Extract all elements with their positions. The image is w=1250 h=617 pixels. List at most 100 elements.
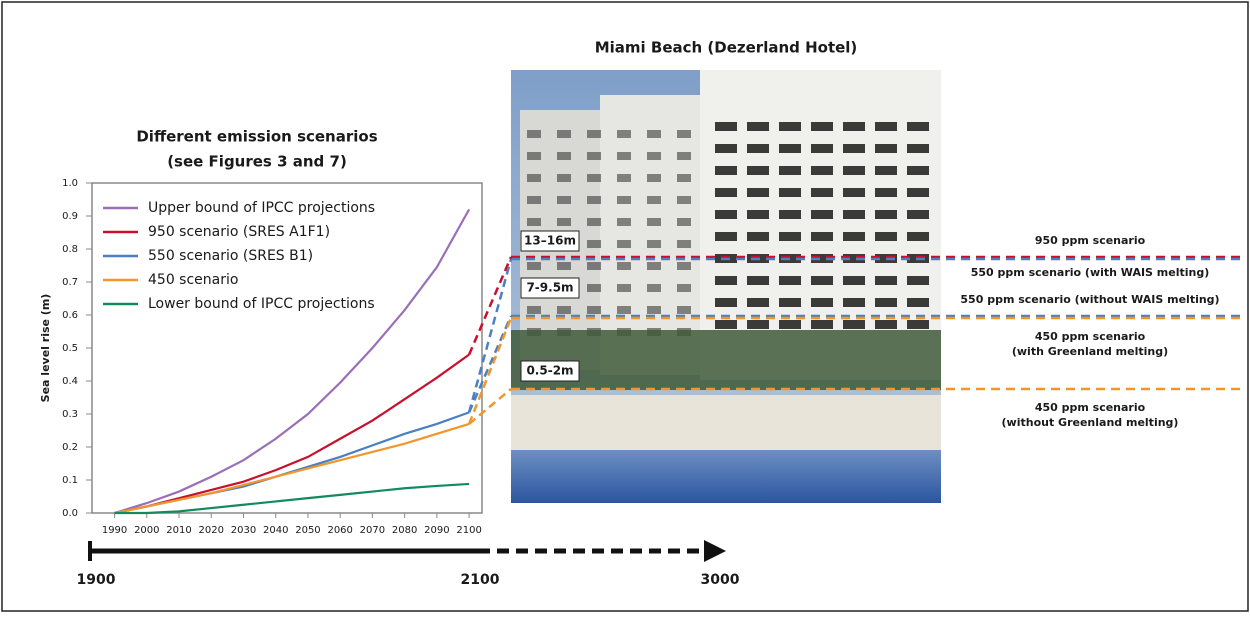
- window: [617, 152, 631, 160]
- window: [587, 152, 601, 160]
- scenario-lines: [511, 255, 1240, 391]
- window: [843, 210, 865, 219]
- window: [527, 306, 541, 314]
- timeline-label: 3000: [701, 572, 740, 588]
- window: [587, 218, 601, 226]
- y-tick-label: 0.3: [62, 409, 78, 420]
- scenario-label: (without Greenland melting): [1002, 416, 1179, 429]
- window: [647, 152, 661, 160]
- window: [677, 130, 691, 138]
- window: [677, 174, 691, 182]
- window: [907, 298, 929, 307]
- window: [715, 320, 737, 329]
- window: [811, 276, 833, 285]
- window: [875, 210, 897, 219]
- window: [617, 218, 631, 226]
- scenario-label: 450 ppm scenario: [1035, 401, 1146, 414]
- window: [677, 284, 691, 292]
- window: [811, 298, 833, 307]
- legend-label: 450 scenario: [148, 272, 238, 288]
- window: [907, 210, 929, 219]
- window: [779, 188, 801, 197]
- y-tick-label: 0.4: [62, 376, 78, 387]
- level-label: 0.5-2m: [526, 364, 573, 378]
- window: [647, 218, 661, 226]
- window: [527, 218, 541, 226]
- window: [779, 320, 801, 329]
- window: [875, 320, 897, 329]
- x-tick-label: 2000: [134, 525, 159, 536]
- window: [811, 210, 833, 219]
- window: [747, 144, 769, 153]
- window: [715, 298, 737, 307]
- connector: [467, 258, 513, 413]
- window: [647, 130, 661, 138]
- window: [779, 210, 801, 219]
- scenario-label: 450 ppm scenario: [1035, 330, 1146, 343]
- window: [527, 174, 541, 182]
- window: [779, 232, 801, 241]
- window: [811, 188, 833, 197]
- window: [647, 174, 661, 182]
- legend-label: Upper bound of IPCC projections: [148, 200, 375, 216]
- window: [875, 232, 897, 241]
- x-tick-label: 2020: [199, 525, 224, 536]
- window: [715, 276, 737, 285]
- y-tick-label: 0.1: [62, 475, 78, 486]
- window: [715, 232, 737, 241]
- window: [715, 166, 737, 175]
- window: [875, 122, 897, 131]
- window: [843, 188, 865, 197]
- window: [747, 166, 769, 175]
- window: [647, 196, 661, 204]
- window: [779, 298, 801, 307]
- window: [557, 152, 571, 160]
- window: [843, 298, 865, 307]
- level-labels: [520, 230, 580, 382]
- window: [677, 152, 691, 160]
- connector: [467, 317, 513, 425]
- window: [617, 240, 631, 248]
- x-tick-label: 2010: [166, 525, 191, 536]
- x-tick-label: 2040: [263, 525, 288, 536]
- window: [617, 262, 631, 270]
- x-tick-label: 2100: [456, 525, 481, 536]
- window: [617, 196, 631, 204]
- x-tick-label: 2080: [392, 525, 417, 536]
- timeline-label: 2100: [461, 572, 500, 588]
- window: [587, 130, 601, 138]
- series-line: [114, 353, 470, 515]
- connector: [467, 315, 513, 413]
- window: [747, 232, 769, 241]
- window: [677, 262, 691, 270]
- window: [587, 262, 601, 270]
- level-label: 13–16m: [524, 234, 576, 248]
- window: [811, 232, 833, 241]
- chart-title: Different emission scenarios: [136, 128, 377, 146]
- window: [617, 284, 631, 292]
- window: [527, 152, 541, 160]
- window: [677, 240, 691, 248]
- window: [587, 240, 601, 248]
- window: [843, 166, 865, 175]
- window: [843, 254, 865, 263]
- window: [747, 210, 769, 219]
- y-tick-label: 0.5: [62, 343, 78, 354]
- window: [617, 306, 631, 314]
- window: [715, 122, 737, 131]
- window: [907, 144, 929, 153]
- window: [907, 276, 929, 285]
- series-line: [114, 208, 471, 515]
- chart-subtitle: (see Figures 3 and 7): [167, 153, 347, 171]
- series-line: [114, 422, 470, 515]
- window: [587, 196, 601, 204]
- y-tick-label: 0.6: [62, 310, 78, 321]
- window: [587, 284, 601, 292]
- window: [875, 188, 897, 197]
- window: [907, 166, 929, 175]
- window: [747, 188, 769, 197]
- window: [907, 122, 929, 131]
- window: [811, 320, 833, 329]
- window: [907, 188, 929, 197]
- scenario-label: 550 ppm scenario (with WAIS melting): [971, 266, 1210, 279]
